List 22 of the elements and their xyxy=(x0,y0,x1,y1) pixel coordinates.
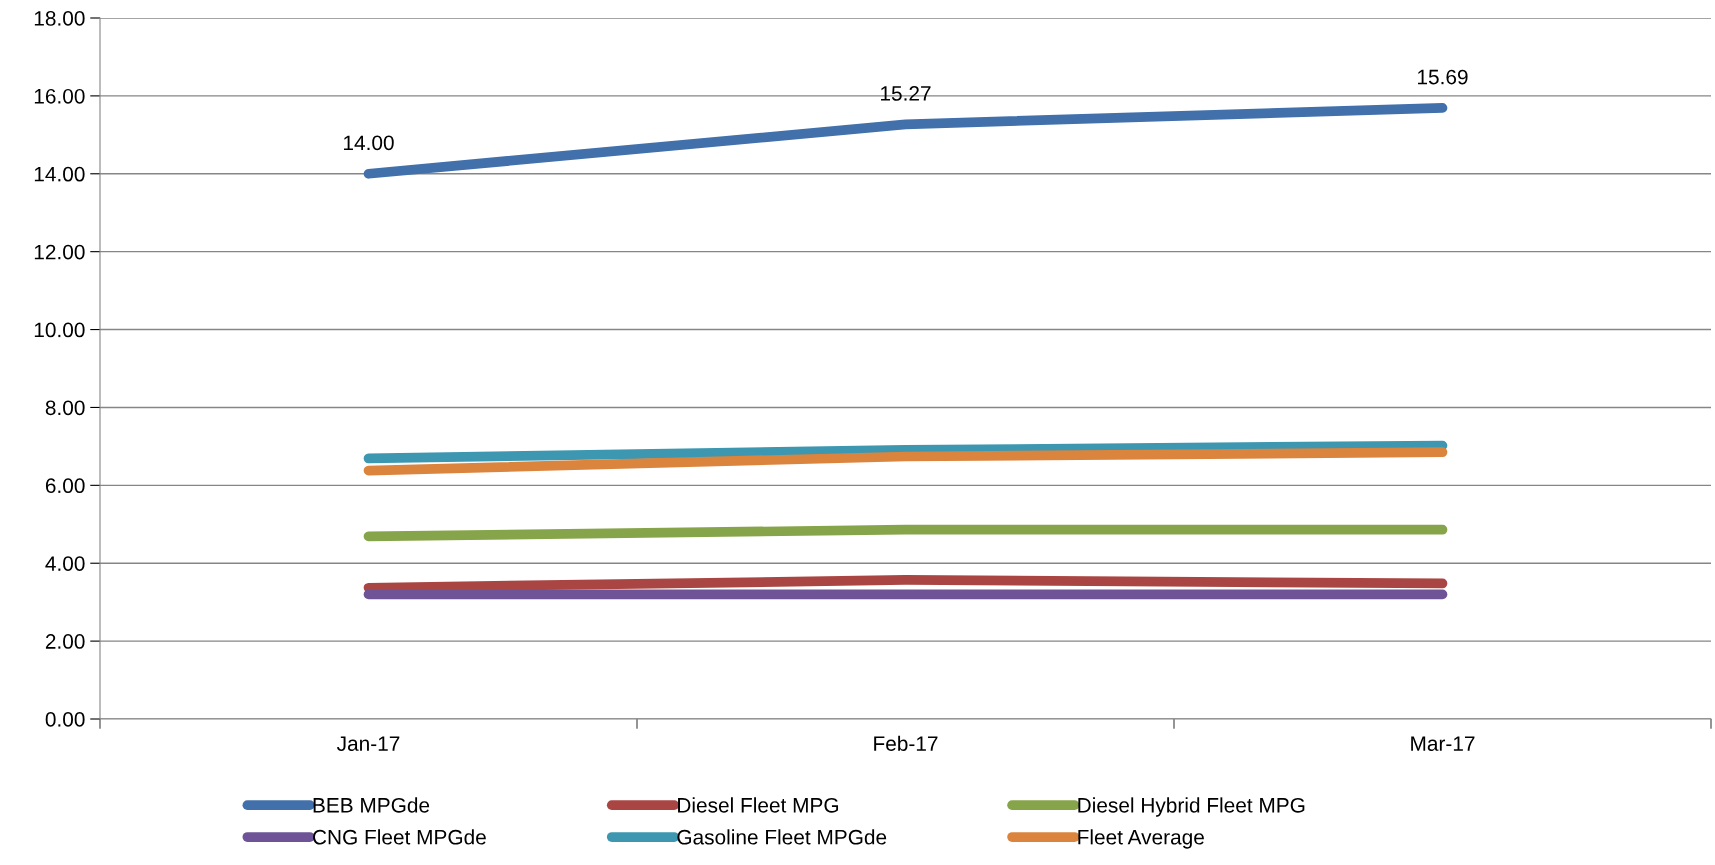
legend-label: Diesel Fleet MPG xyxy=(678,797,839,813)
legend-label: BEB MPGde xyxy=(313,797,430,813)
y-tick-label: 2.00 xyxy=(45,634,85,649)
y-tick-label: 14.00 xyxy=(34,166,85,182)
y-tick-label: 8.00 xyxy=(45,400,85,416)
legend-label: CNG Fleet MPGde xyxy=(313,829,486,845)
y-tick-label: 6.00 xyxy=(45,478,85,494)
legend-label: Fleet Average xyxy=(1078,829,1204,849)
x-tick-label: Jan-17 xyxy=(336,736,400,751)
x-tick-label: Feb-17 xyxy=(874,735,938,751)
y-tick-label: 12.00 xyxy=(34,244,85,260)
y-tick-label: 4.00 xyxy=(45,556,85,571)
y-tick-label: 0.00 xyxy=(45,712,85,727)
legend-label: Gasoline Fleet MPGde xyxy=(677,829,887,845)
data-label: 14.00 xyxy=(344,135,394,151)
legend-label: Diesel Hybrid Fleet MPG xyxy=(1078,797,1305,817)
y-tick-label: 10.00 xyxy=(34,322,85,338)
y-tick-label: 16.00 xyxy=(34,88,85,104)
x-tick-label: Mar-17 xyxy=(1411,736,1475,751)
y-tick-label: 18.00 xyxy=(34,11,85,26)
data-label: 15.27 xyxy=(881,86,931,101)
data-label: 15.69 xyxy=(1418,69,1468,85)
